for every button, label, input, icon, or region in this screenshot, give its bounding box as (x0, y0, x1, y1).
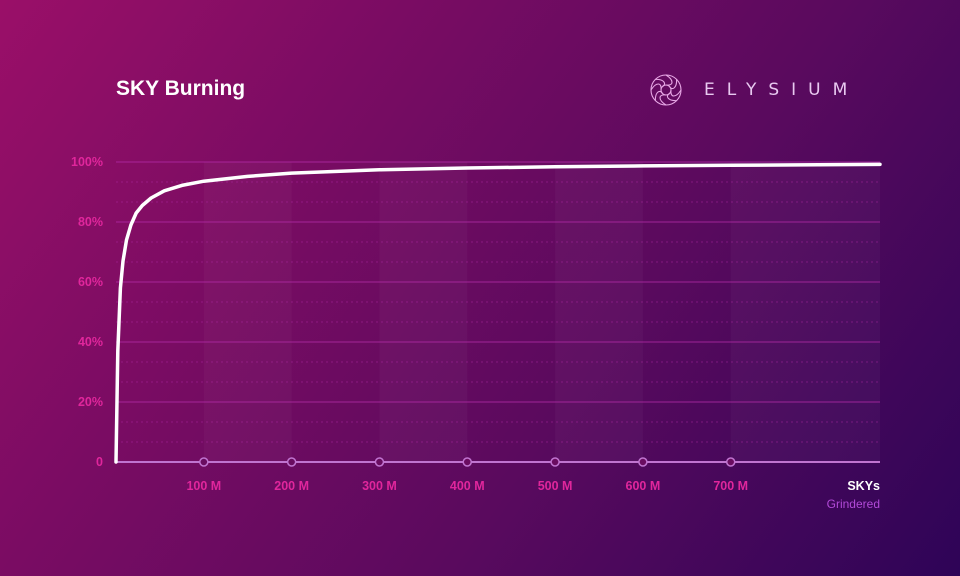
x-tick-marker (550, 457, 560, 467)
y-tick-label: 0 (96, 455, 103, 469)
x-axis-label: SKYs (847, 479, 880, 493)
y-tick-label: 40% (78, 335, 103, 349)
brand-logo-group: ELYSIUM (648, 72, 859, 108)
x-tick-marker (725, 457, 736, 467)
chart-title: SKY Burning (116, 77, 246, 100)
x-tick-label: 700 M (713, 479, 748, 493)
grid-band (379, 162, 467, 462)
brand-name: ELYSIUM (704, 80, 860, 100)
x-tick-marker (286, 457, 297, 467)
x-tick-marker (462, 457, 473, 467)
x-tick-label: 500 M (538, 479, 573, 493)
x-tick-label: 400 M (450, 479, 485, 493)
grid-band (555, 162, 643, 462)
x-axis-sublabel: Grindered (827, 497, 880, 511)
x-tick-label: 200 M (274, 479, 309, 493)
grid-band (204, 162, 292, 462)
x-tick-label: 100 M (186, 479, 221, 493)
y-tick-label: 60% (78, 275, 103, 289)
x-tick-marker (374, 457, 385, 467)
elysium-logo-icon (650, 74, 682, 106)
grid-band (731, 162, 880, 462)
x-tick-marker (638, 457, 648, 467)
y-tick-label: 20% (78, 395, 103, 409)
x-tick-marker (199, 457, 209, 467)
y-tick-label: 100% (71, 155, 103, 169)
x-tick-label: 600 M (626, 479, 661, 493)
series-line (114, 162, 882, 464)
x-tick-label: 300 M (362, 479, 397, 493)
y-tick-label: 80% (78, 215, 103, 229)
